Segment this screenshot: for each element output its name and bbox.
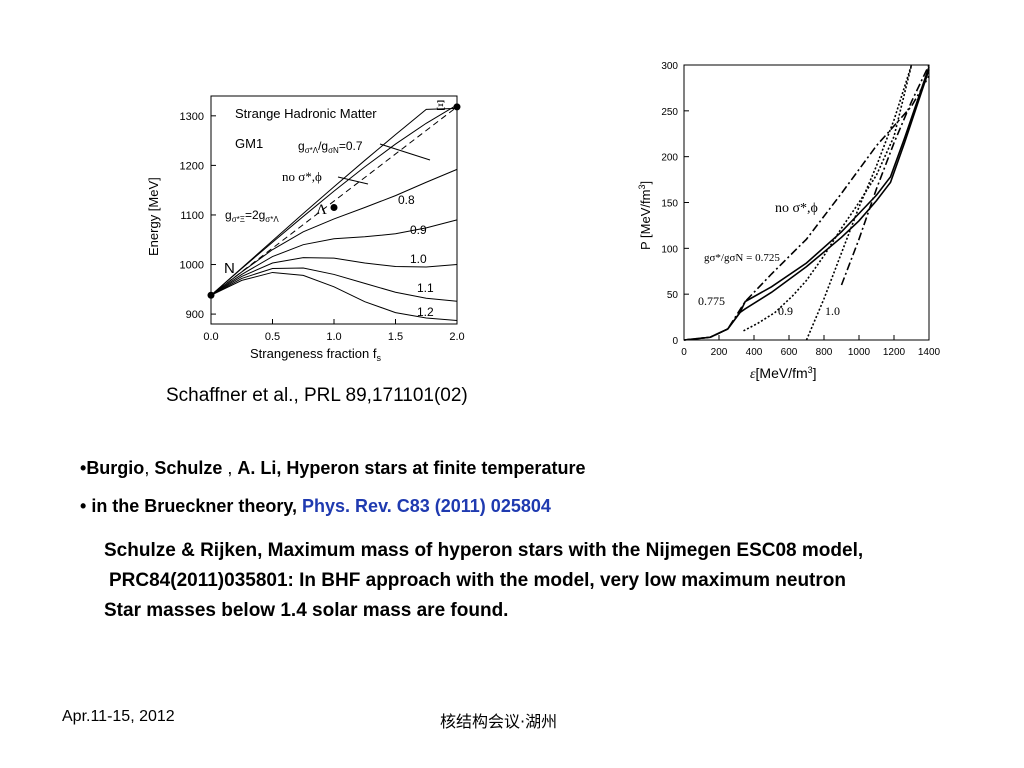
right-ytick-label: 200 — [661, 153, 678, 164]
separator: , — [222, 458, 238, 478]
left-point-marker — [330, 204, 338, 212]
right-xtick-label: 800 — [816, 347, 833, 358]
left-curve-group — [207, 103, 461, 322]
left-point-marker — [207, 291, 215, 299]
left-plot-model: GM1 — [235, 136, 263, 151]
reference-line-1: •Burgio, Schulze , A. Li, Hyperon stars … — [80, 458, 585, 479]
left-xtick-label: 0.5 — [265, 331, 280, 343]
right-curve-0775 — [683, 66, 930, 341]
left-ytick-label: 1100 — [180, 210, 204, 222]
left-ytick-label: 1300 — [180, 111, 204, 123]
right-ytick-label: 300 — [661, 61, 678, 72]
left-curve-no — [210, 107, 458, 296]
left-curve-07 — [210, 104, 458, 296]
annotation-ratio: gσ*Λ/gσN=0.7 — [298, 139, 363, 155]
right-label-10: 1.0 — [825, 304, 840, 318]
left-dashed-reference-line — [210, 106, 458, 296]
annotation-no-sigma: no σ*,ϕ — [282, 169, 322, 184]
schulze-rijken-line-3: Star masses below 1.4 solar mass are fou… — [104, 600, 509, 621]
right-curve-no — [683, 75, 930, 341]
right-plot-ylabel: P [MeV/fm3] — [637, 181, 653, 250]
schulze-rijken-line-2: PRC84(2011)035801: In BHF approach with … — [109, 570, 846, 591]
point-label-xi: Ξ — [436, 98, 446, 114]
figure-reference: Schaffner et al., PRL 89,171101(02) — [166, 385, 468, 406]
right-xtick-label: 400 — [746, 347, 763, 358]
right-label-0775: 0.775 — [698, 294, 725, 308]
left-plot-ylabel: Energy [MeV] — [146, 177, 161, 256]
left-plot-title: Strange Hadronic Matter — [235, 106, 377, 121]
right-xtick-label: 1400 — [918, 347, 941, 358]
bullet: • — [80, 496, 92, 516]
schulze-rijken-line-1: Schulze & Rijken, Maximum mass of hypero… — [104, 540, 864, 561]
left-curve-08 — [210, 168, 458, 296]
curve-label-12: 1.2 — [417, 305, 434, 319]
right-label-09: 0.9 — [778, 304, 793, 318]
left-plot-xlabel: Strangeness fraction fs — [250, 346, 381, 363]
right-xtick-label: 1000 — [848, 347, 871, 358]
reference-line-2: • in the Brueckner theory, Phys. Rev. C8… — [80, 496, 551, 517]
right-ytick-label: 0 — [672, 336, 678, 347]
footer-conference: 核结构会议·湖州 — [440, 712, 558, 731]
left-ytick-label: 900 — [186, 309, 204, 321]
right-ytick-label: 50 — [667, 290, 679, 301]
journal-reference-link[interactable]: Phys. Rev. C83 (2011) 025804 — [302, 496, 551, 516]
right-tick-group: 300 250 200 150 100 50 00 200 400 600 800 1000 1200 1… — [661, 61, 940, 358]
curve-label-11: 1.1 — [417, 281, 434, 295]
right-ytick-label: 100 — [661, 244, 678, 255]
left-curve-09 — [210, 219, 458, 296]
right-xtick-label: 200 — [711, 347, 728, 358]
left-xtick-label: 2.0 — [449, 331, 464, 343]
left-xtick-label: 1.5 — [388, 331, 403, 343]
right-plot-xlabel: ε[MeV/fm3] — [750, 365, 817, 382]
curve-label-10: 1.0 — [410, 252, 427, 266]
right-xtick-label: 1200 — [883, 347, 906, 358]
right-label-no-sigma: no σ*,ϕ — [775, 201, 818, 216]
reference-title: A. Li, Hyperon stars at finite temperatu… — [237, 458, 586, 478]
right-curve-09 — [743, 64, 913, 332]
left-curve-11 — [210, 267, 458, 302]
bullet: • — [80, 458, 87, 478]
footer-date: Apr.11-15, 2012 — [62, 708, 175, 725]
annotation-arrow-ratio — [379, 143, 431, 161]
left-ytick-label: 1200 — [180, 160, 204, 172]
left-tick-group: 1300 1200 1100 1000 900 0.0 0.5 1.0 1.5 2.0 — [180, 111, 465, 343]
right-xtick-label: 600 — [781, 347, 798, 358]
right-label-group: P [MeV/fm3] ε[MeV/fm3] no σ*,ϕ gσ*/gσN =… — [637, 181, 840, 382]
right-ytick-label: 150 — [661, 199, 678, 210]
reference-theory: in the Brueckner theory, — [91, 496, 303, 516]
left-point-marker — [453, 103, 461, 111]
left-curve-10 — [210, 257, 458, 296]
annotation-arrow-nosigma — [337, 176, 369, 185]
strange-hadronic-matter-plot: 1300 1200 1100 1000 900 0.0 0.5 1.0 1.5 2.0 Stran… — [146, 95, 465, 363]
separator: , — [144, 458, 155, 478]
point-label-lambda: Λ — [316, 202, 327, 218]
right-curve-10 — [805, 64, 913, 341]
left-ytick-label: 1000 — [180, 260, 204, 272]
point-label-n: N — [224, 260, 235, 277]
author-schulze: Schulze — [154, 458, 223, 478]
pressure-energy-density-plot: 300 250 200 150 100 50 00 200 400 600 800 1000 1200 1… — [637, 61, 941, 382]
right-ytick-label: 250 — [661, 107, 678, 118]
right-curve-group — [683, 64, 930, 341]
left-label-group: Strange Hadronic Matter GM1 Energy [MeV]… — [146, 98, 446, 363]
annotation-coupling: gσ*Ξ=2gσ*Λ — [225, 208, 279, 224]
curve-label-08: 0.8 — [398, 193, 415, 207]
left-xtick-label: 0.0 — [203, 331, 218, 343]
left-xtick-label: 1.0 — [326, 331, 341, 343]
right-xtick-label: 0 — [681, 347, 687, 358]
right-curve-10dashdot — [840, 64, 930, 286]
author-burgio: Burgio — [86, 458, 145, 478]
left-curve-12 — [210, 271, 458, 322]
curve-label-09: 0.9 — [410, 223, 427, 237]
right-label-ratio: gσ*/gσN = 0.725 — [704, 252, 780, 264]
